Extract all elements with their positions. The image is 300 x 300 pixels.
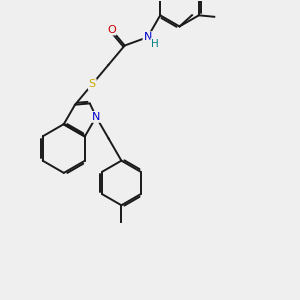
Text: S: S <box>88 79 96 89</box>
Text: N: N <box>92 112 100 122</box>
Text: H: H <box>151 39 159 49</box>
Text: O: O <box>107 25 116 34</box>
Text: N: N <box>143 32 152 42</box>
